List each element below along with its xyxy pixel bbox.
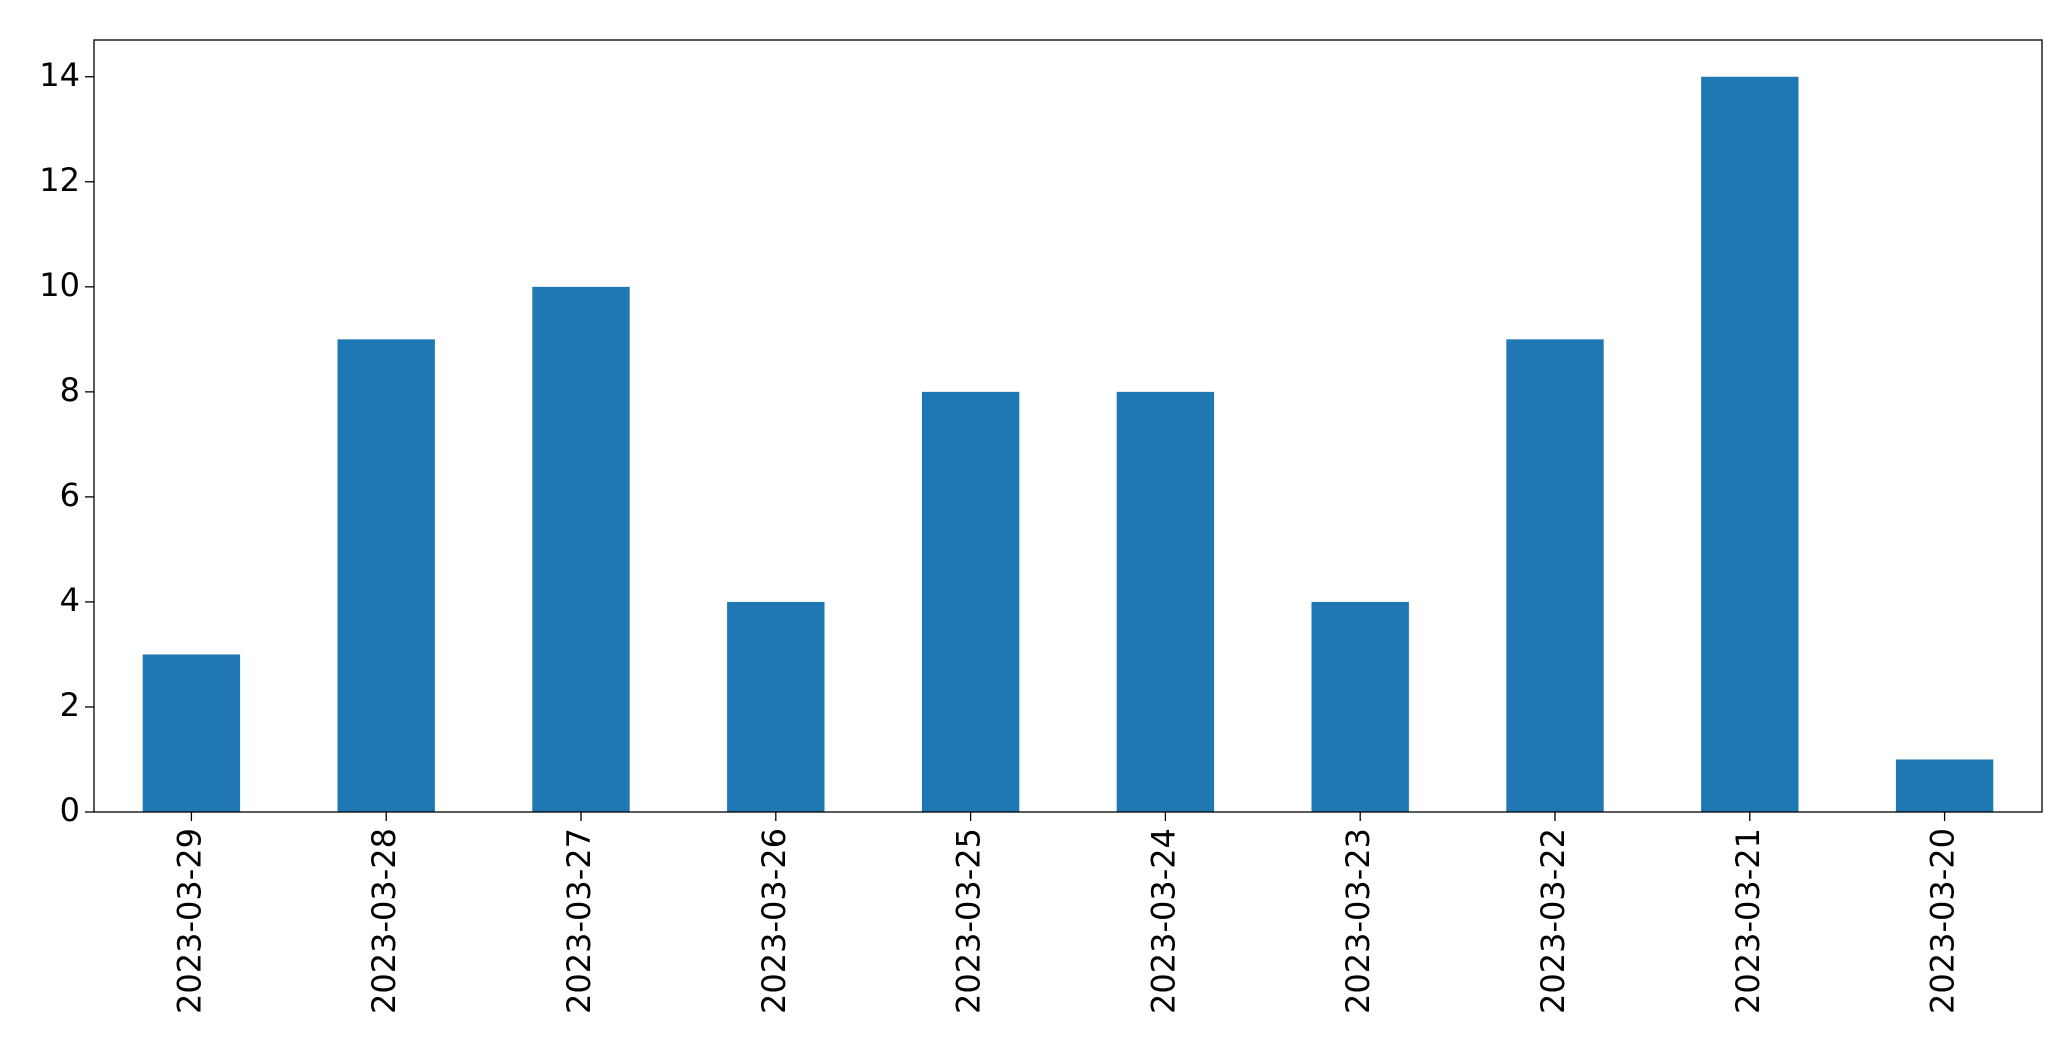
y-tick-label: 8 — [60, 371, 80, 409]
x-tick-label: 2023-03-21 — [1729, 828, 1767, 1014]
bar — [1895, 759, 1994, 812]
y-tick-label: 14 — [39, 56, 80, 94]
y-tick-label: 2 — [60, 686, 80, 724]
x-tick-label: 2023-03-22 — [1534, 828, 1572, 1014]
x-tick-label: 2023-03-27 — [560, 828, 598, 1014]
x-tick-label: 2023-03-25 — [950, 828, 988, 1014]
x-tick-label: 2023-03-20 — [1924, 828, 1962, 1014]
y-tick-label: 0 — [60, 791, 80, 829]
bar — [142, 654, 241, 812]
x-tick-label: 2023-03-23 — [1339, 828, 1377, 1014]
x-tick-label: 2023-03-29 — [170, 828, 208, 1014]
bar — [1116, 391, 1215, 812]
bar — [532, 286, 630, 812]
bar — [921, 391, 1020, 812]
bar — [1506, 339, 1604, 812]
x-tick-label: 2023-03-24 — [1144, 828, 1182, 1014]
bar — [1701, 76, 1799, 812]
plot-frame — [93, 39, 2043, 813]
x-tick-label: 2023-03-26 — [755, 828, 793, 1014]
bar — [337, 339, 435, 812]
y-tick-label: 4 — [60, 581, 80, 619]
x-tick-label: 2023-03-28 — [365, 828, 403, 1014]
y-tick-label: 10 — [39, 266, 80, 304]
y-tick-label: 6 — [60, 476, 80, 514]
bar — [727, 601, 825, 812]
y-tick-label: 12 — [39, 161, 80, 199]
bar — [1311, 601, 1409, 812]
